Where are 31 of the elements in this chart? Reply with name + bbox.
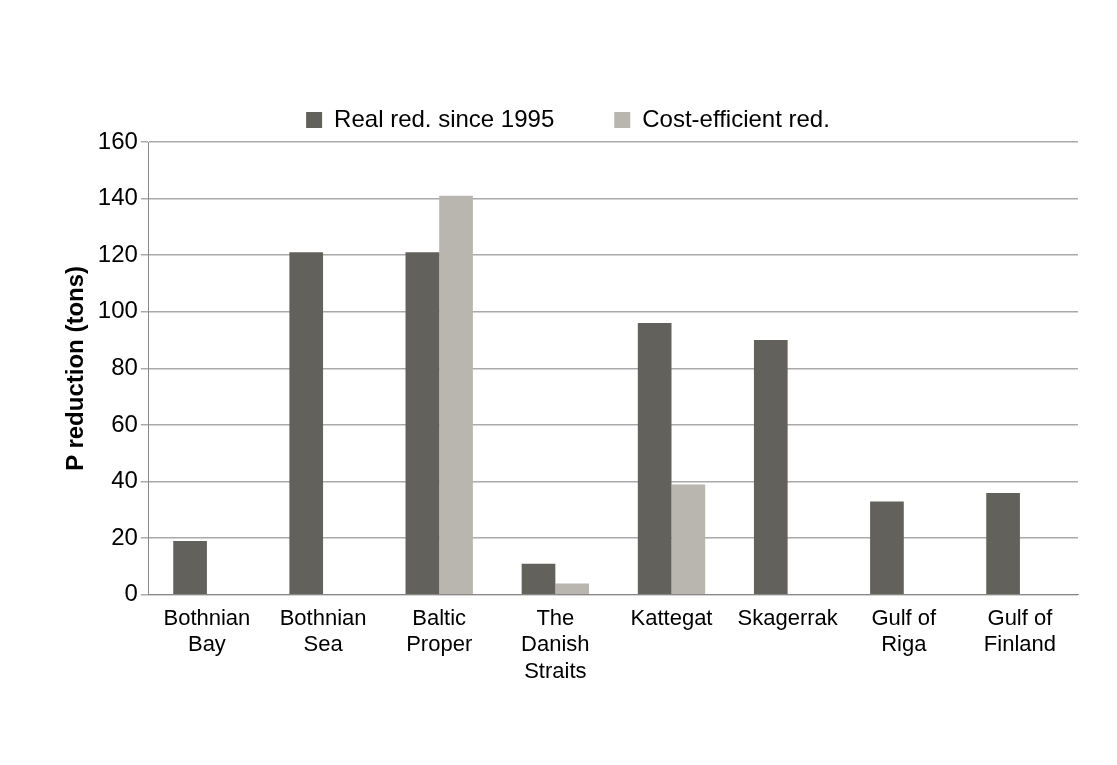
bar: [753, 340, 788, 595]
bar: [870, 501, 904, 595]
y-tick-label: 20: [111, 522, 138, 550]
y-tick-label: 120: [97, 239, 138, 267]
y-tick-label: 60: [111, 409, 138, 437]
bar: [439, 195, 473, 595]
bar: [173, 541, 207, 595]
y-tick-label: 40: [111, 466, 138, 494]
x-tick-label: Gulf of Finland: [983, 605, 1057, 657]
bar: [555, 583, 590, 595]
x-tick-label: Bothnian Bay: [163, 605, 251, 657]
bar: [405, 252, 440, 595]
x-tick-label: Bothnian Sea: [279, 605, 367, 657]
x-tick-label: Gulf of Riga: [871, 605, 938, 657]
x-tick-label: The Danish Straits: [521, 605, 590, 683]
y-tick-label: 0: [124, 579, 138, 607]
bar: [986, 492, 1020, 595]
y-tick-label: 80: [111, 353, 138, 381]
y-tick-label: 100: [97, 296, 138, 324]
x-tick-label: Kattegat: [630, 605, 713, 631]
bar: [637, 323, 672, 595]
legend-label: Cost-efficient red.: [642, 104, 830, 132]
bar: [289, 252, 324, 595]
legend-label: Real red. since 1995: [334, 104, 555, 132]
x-tick-label: Skagerrak: [737, 605, 839, 631]
y-axis-title: P reduction (tons): [61, 265, 89, 471]
bar: [521, 563, 556, 595]
y-tick-label: 160: [97, 126, 138, 154]
x-tick-label: Baltic Proper: [406, 605, 473, 657]
bar: [671, 484, 706, 595]
y-tick-label: 140: [97, 183, 138, 211]
